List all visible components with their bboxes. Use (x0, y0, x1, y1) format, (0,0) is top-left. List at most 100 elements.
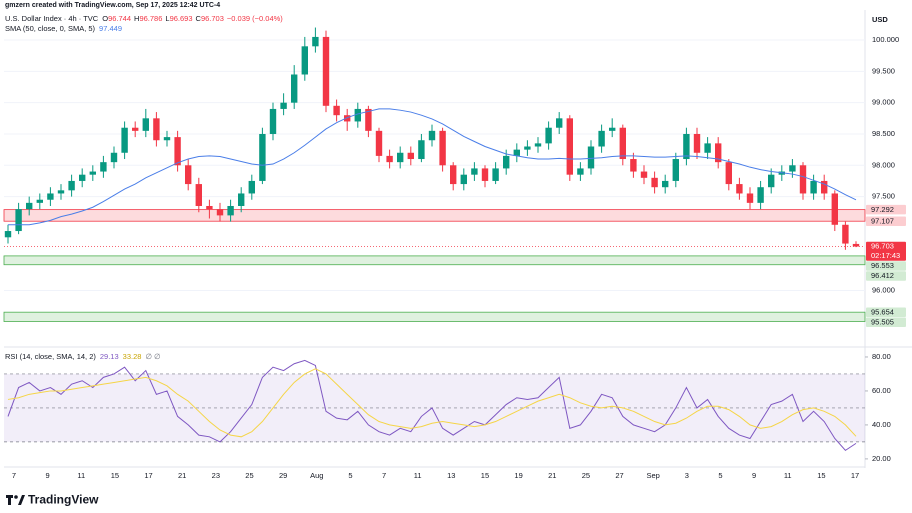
countdown: 02:17:43 (871, 251, 900, 260)
candle-body (407, 152, 414, 160)
rsi-value: 33.28 (123, 352, 142, 361)
candle-body (662, 180, 669, 188)
current-price-label: 96.703 (871, 242, 894, 251)
candle-body (757, 187, 764, 203)
x-tick-label: 11 (414, 471, 422, 480)
candle-body (842, 224, 849, 244)
candle-body (238, 193, 245, 206)
candle-body (397, 152, 404, 163)
candle-body (831, 193, 838, 225)
price-legend: U.S. Dollar Index · 4h · TVC O96.744 H96.7… (5, 14, 283, 23)
candle-body (577, 168, 584, 175)
candle-body (619, 127, 626, 160)
candle-body (566, 118, 573, 175)
y-tick-label: 98.000 (872, 160, 895, 169)
candle-body (47, 193, 54, 200)
ohlc-key: C (196, 14, 202, 23)
y-tick-label: 99.500 (872, 66, 895, 75)
candle-body (365, 108, 372, 131)
candle-body (333, 105, 340, 116)
x-tick-label: 17 (851, 471, 859, 480)
candle-body (79, 174, 86, 181)
candle-body (513, 149, 520, 156)
candle-body (291, 74, 298, 103)
y-tick-label: 60.00 (872, 386, 891, 395)
candle-body (163, 137, 171, 141)
candle-body (100, 162, 107, 172)
ohlc-value: 96.693 (170, 14, 193, 23)
x-tick-label: Sep (646, 471, 659, 480)
candle-body (852, 243, 860, 247)
candle-body (460, 174, 467, 185)
candle-body (725, 162, 732, 185)
x-tick-label: 5 (718, 471, 722, 480)
x-tick-label: 13 (447, 471, 455, 480)
zone (3, 209, 866, 222)
y-tick-label: 80.00 (872, 352, 891, 361)
candle-body (651, 177, 658, 188)
candle-body (301, 46, 308, 75)
x-tick-label: 15 (481, 471, 489, 480)
candle-body (153, 118, 160, 141)
y-tick-label: 96.000 (872, 286, 895, 295)
brand: TradingView (28, 493, 99, 507)
currency: USD (872, 15, 888, 24)
x-tick-label: 11 (784, 471, 792, 480)
zone-label: 95.505 (871, 317, 894, 326)
candle-body (428, 130, 436, 141)
zone-label: 95.654 (871, 307, 894, 316)
x-tick-label: 29 (279, 471, 287, 480)
candle-body (386, 155, 393, 163)
candle-body (15, 209, 22, 232)
candle-body (630, 159, 637, 172)
candle-body (492, 168, 499, 181)
candle-body (418, 140, 425, 160)
candle-body (799, 165, 807, 194)
candle-body (693, 133, 701, 153)
zone-label-bg (866, 317, 906, 327)
attribution: gmzern created with TradingView.com, Sep… (5, 2, 220, 9)
sma-line (8, 108, 857, 226)
ohlc-value: 96.744 (108, 14, 131, 23)
ohlc-value: 96.786 (139, 14, 162, 23)
x-tick-label: 25 (245, 471, 253, 480)
ohlc-key: O (102, 14, 108, 23)
sma-legend: SMA (50, close, 0, SMA, 5) 97.449 (5, 24, 122, 33)
ohlc-value: 96.703 (201, 14, 224, 23)
candle-body (746, 193, 754, 203)
candle-body (439, 130, 446, 166)
candle-body (704, 143, 711, 153)
candle-body (142, 118, 149, 131)
zone-label: 96.412 (871, 271, 894, 280)
x-tick-label: 27 (615, 471, 623, 480)
candle-body (89, 171, 96, 175)
candle-body (132, 127, 139, 131)
x-tick-label: 9 (46, 471, 50, 480)
zone-label-bg (866, 307, 906, 317)
x-tick-label: 15 (111, 471, 119, 480)
current-price-label-bg (866, 241, 906, 261)
sma-name: SMA (50, close, 0, SMA, 5) (5, 24, 96, 33)
candle-body (280, 102, 287, 109)
candle-body (248, 180, 255, 194)
rsi-value: 29.13 (100, 352, 119, 361)
candle-body (269, 108, 277, 134)
rsi-name: RSI (14, close, SMA, 14, 2) (5, 352, 96, 361)
x-tick-label: 7 (382, 471, 386, 480)
zone-label: 97.107 (871, 216, 894, 225)
candle-body (683, 133, 690, 160)
x-tick-label: 5 (348, 471, 352, 480)
y-tick-label: 40.00 (872, 420, 891, 429)
candle-body (121, 127, 128, 153)
rsi-legend: RSI (14, close, SMA, 14, 2) 29.13 33.28 ∅ ∅ (5, 352, 161, 361)
x-tick-label: Aug (310, 471, 323, 480)
candle-body (598, 130, 605, 147)
rsi-band-fill (4, 373, 865, 442)
x-tick-label: 9 (752, 471, 756, 480)
x-tick-label: 17 (144, 471, 152, 480)
candle-body (216, 209, 224, 216)
candle-body (672, 159, 679, 181)
